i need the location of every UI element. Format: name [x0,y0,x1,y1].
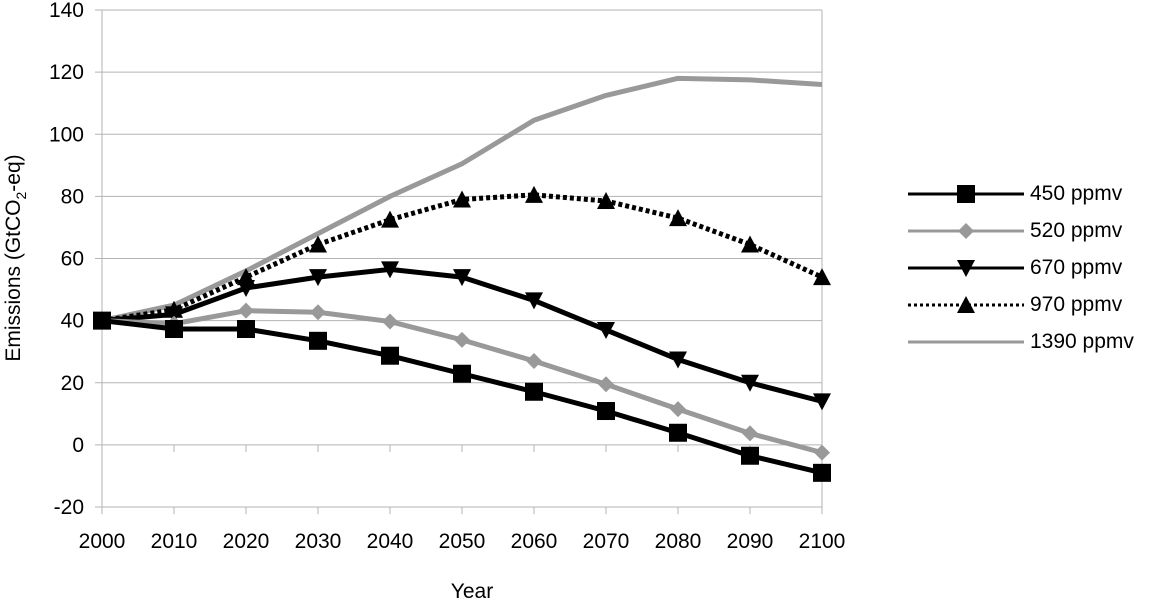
legend-label: 970 ppmv [1030,292,1123,316]
series-1390-ppmv [101,75,823,324]
series-970-ppmv [93,185,831,329]
legend-item-1390: 1390 ppmv [906,323,1160,360]
legend-swatch-square-icon [908,184,1024,203]
series-670-ppmv [93,261,831,411]
x-tick-label: 2070 [583,530,630,553]
x-axis-tick-labels: 2000 2010 2020 2030 2040 2050 2060 2070 2080 2090… [79,530,846,553]
x-tick-label: 2030 [295,530,342,553]
y-tick-label: -20 [54,496,84,519]
legend-label: 520 ppmv [1030,218,1123,242]
legend-swatch-triangle-up-icon [908,295,1024,313]
x-tick-label: 2020 [223,530,270,553]
y-tick-label: 120 [49,61,84,84]
y-axis-title: Emissions (GtCO2-eq) [2,154,29,361]
legend-swatch-diamond-icon [908,222,1024,239]
legend-item-450: 450 ppmv [906,175,1160,212]
y-axis-tick-labels: -20 0 20 40 60 80 100 120 140 [49,0,84,519]
x-tick-label: 2100 [799,530,846,553]
x-tick-label: 2060 [511,530,558,553]
x-tick-label: 2080 [655,530,702,553]
legend-item-520: 520 ppmv [906,212,1160,249]
series-450-ppmv [93,311,831,482]
y-tick-label: 100 [49,123,84,146]
x-tick-label: 2090 [727,530,774,553]
y-tick-label: 20 [61,372,84,395]
y-tick-label: 0 [72,434,84,457]
x-tick-label: 2050 [439,530,486,553]
legend-swatch-line-icon [908,340,1024,343]
x-tick-label: 2000 [79,530,126,553]
legend-label: 450 ppmv [1030,181,1123,205]
legend: 450 ppmv 520 ppmv 670 ppmv 970 ppmv 1390… [906,175,1160,360]
x-axis-title: Year [451,580,493,600]
legend-label: 670 ppmv [1030,255,1123,279]
y-tick-label: 40 [61,310,84,333]
data-series [93,75,831,482]
y-tick-label: 140 [49,0,84,22]
axes [101,10,823,514]
x-tick-label: 2010 [151,530,198,553]
legend-label: 1390 ppmv [1030,329,1134,353]
y-tick-label: 80 [61,185,84,208]
y-tick-label: 60 [61,248,84,271]
x-tick-label: 2040 [367,530,414,553]
legend-item-670: 670 ppmv [906,249,1160,286]
gridlines [95,9,822,508]
legend-item-970: 970 ppmv [906,286,1160,323]
legend-swatch-triangle-down-icon [908,259,1024,277]
